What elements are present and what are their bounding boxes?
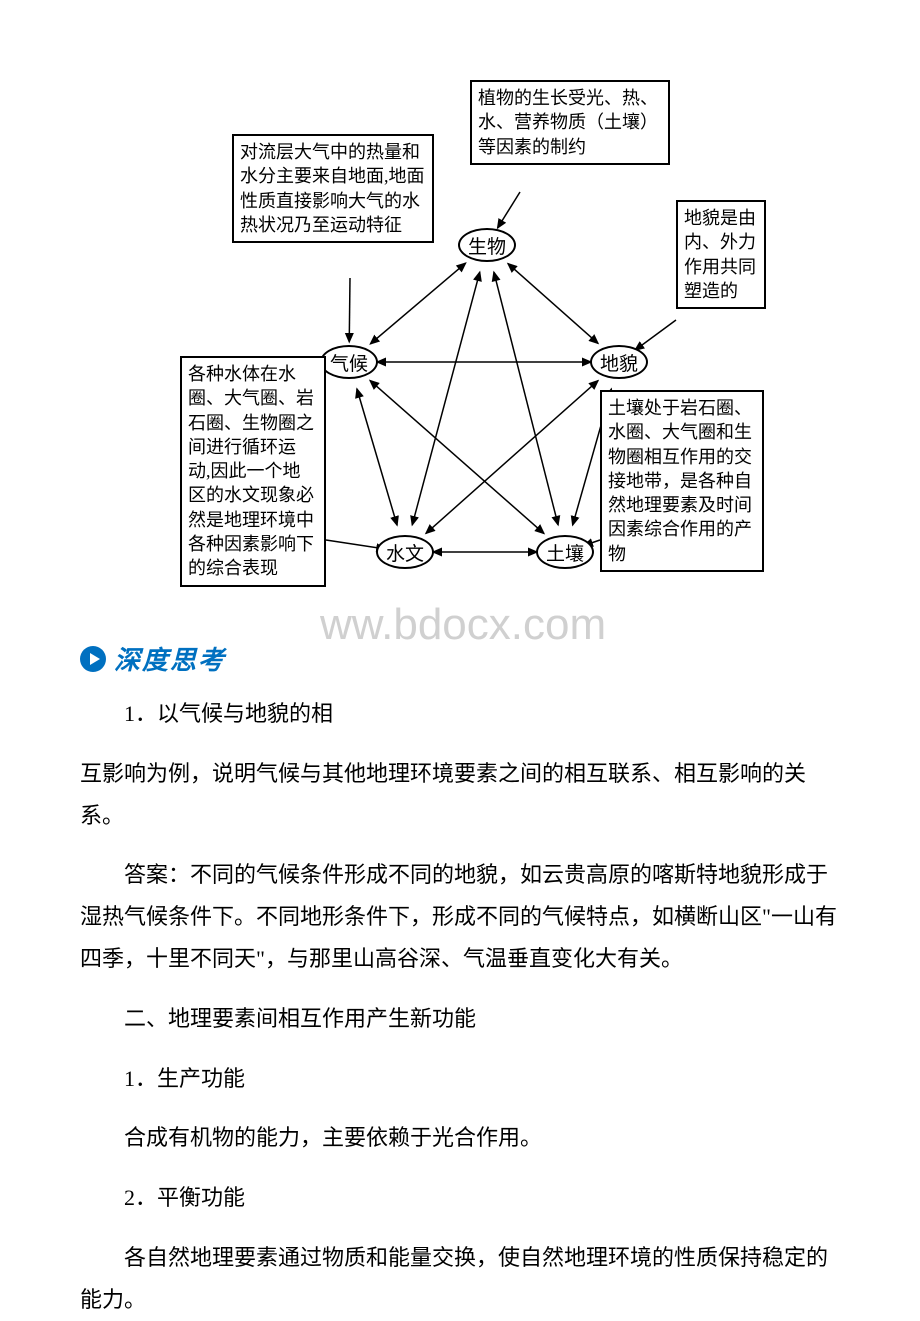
paragraph-q1-line1: 1．以气候与地貌的相	[80, 693, 840, 735]
node-hydrology: 水文	[376, 535, 434, 569]
paragraph-item1-desc: 合成有机物的能力，主要依赖于光合作用。	[80, 1117, 840, 1159]
paragraph-answer: 答案：不同的气候条件形成不同的地貌，如云贵高原的喀斯特地貌形成于湿热气候条件下。…	[80, 854, 840, 979]
paragraph-q1-line2: 互影响为例，说明气候与其他地理环境要素之间的相互联系、相互影响的关系。	[80, 753, 840, 837]
section-title: 深度思考	[114, 640, 226, 677]
paragraph-item1: 1．生产功能	[80, 1058, 840, 1100]
desc-soil_desc: 土壤处于岩石圈、水圈、大气圈和生物圈相互作用的交接地带，是各种自然地理要素及时间…	[600, 390, 764, 572]
node-soil: 土壤	[536, 535, 594, 569]
concept-diagram: 生物气候 地貌水文 土壤 植物的生长受光、热、水、营养物质（土壤）等因素的制约对流层大…	[180, 80, 740, 620]
paragraph-item2: 2．平衡功能	[80, 1177, 840, 1219]
node-climate: 气候	[320, 345, 378, 379]
node-biology: 生物	[458, 228, 516, 262]
desc-landform_desc: 地貌是由内、外力作用共同塑造的	[676, 200, 766, 309]
desc-biology_desc: 植物的生长受光、热、水、营养物质（土壤）等因素的制约	[470, 80, 670, 165]
node-landform: 地貌	[590, 345, 648, 379]
desc-hydrology_desc: 各种水体在水圈、大气圈、岩石圈、生物圈之间进行循环运动,因此一个地区的水文现象必…	[180, 356, 326, 587]
desc-climate_desc: 对流层大气中的热量和水分主要来自地面,地面性质直接影响大气的水热状况乃至运动特征	[232, 134, 434, 243]
paragraph-item2-desc: 各自然地理要素通过物质和能量交换，使自然地理环境的性质保持稳定的能力。	[80, 1237, 840, 1321]
section-header: 深度思考	[80, 640, 840, 677]
paragraph-section2: 二、地理要素间相互作用产生新功能	[80, 998, 840, 1040]
play-icon	[80, 646, 106, 672]
